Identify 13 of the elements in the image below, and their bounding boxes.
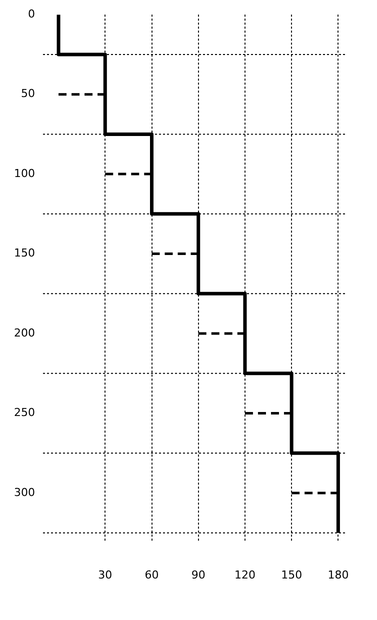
- x-tick-label: 120: [234, 568, 256, 582]
- y-tick-label: 0: [28, 7, 35, 20]
- y-tick-label: 250: [14, 406, 35, 420]
- y-tick-label: 50: [20, 87, 35, 100]
- x-tick-label: 150: [281, 568, 302, 582]
- y-tick-label: 150: [14, 246, 35, 260]
- x-tick-label: 60: [144, 568, 159, 582]
- x-tick-label: 90: [191, 568, 206, 582]
- x-tick-label: 30: [98, 568, 112, 582]
- y-tick-label: 300: [14, 486, 35, 499]
- x-tick-label: 180: [328, 568, 349, 582]
- y-tick-label: 100: [14, 166, 35, 180]
- y-tick-label: 200: [14, 326, 35, 340]
